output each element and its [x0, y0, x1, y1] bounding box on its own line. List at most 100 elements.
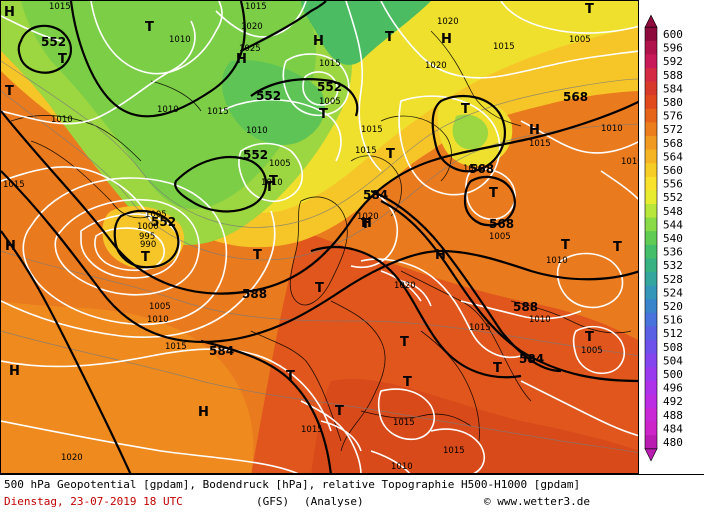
legend-swatch: [645, 258, 657, 273]
pressure-label: 1005: [319, 97, 341, 107]
legend-tick-label: 564: [663, 150, 683, 163]
legend-swatch: [645, 108, 657, 123]
legend-tick-label: 508: [663, 341, 683, 354]
copyright-icon: ©: [484, 495, 491, 508]
pressure-label: 1005: [145, 210, 167, 220]
pressure-center-marker: H: [529, 123, 540, 138]
legend-tick-label: 540: [663, 232, 683, 245]
model-name: (GFS): [256, 495, 290, 508]
pressure-center-marker: T: [489, 186, 498, 201]
pressure-label: 1005: [269, 159, 291, 169]
pressure-label: 1010: [621, 157, 639, 167]
pressure-label: 1015: [207, 107, 229, 117]
legend-tick-label: 576: [663, 110, 683, 123]
geopotential-label: 552: [151, 215, 176, 229]
pressure-label: 1020: [61, 453, 83, 463]
pressure-label: 1015: [319, 59, 341, 69]
legend-swatch: [645, 326, 657, 341]
shading-540: [301, 1, 431, 65]
legend-tick-label: 516: [663, 314, 683, 327]
legend-swatch: [645, 312, 657, 327]
pressure-center-marker: T: [315, 281, 324, 296]
pressure-label: 1010: [169, 35, 191, 45]
pressure-center-marker: T: [269, 174, 278, 189]
pressure-center-marker: H: [441, 32, 452, 47]
legend-tick-label: 496: [663, 382, 683, 395]
legend-swatch: [645, 149, 657, 164]
pressure-label: 1015: [245, 2, 267, 12]
pressure-center-marker: T: [585, 330, 594, 345]
legend-tick-label: 556: [663, 178, 683, 191]
legend-arrow-up-icon: [644, 14, 658, 28]
legend-swatch: [645, 81, 657, 96]
pressure-label: 1015: [301, 425, 323, 435]
legend-swatch: [645, 421, 657, 436]
pressure-label: 1025: [239, 44, 261, 54]
source-credit[interactable]: © www.wetter3.de: [484, 495, 590, 508]
pressure-label: 1005: [149, 302, 171, 312]
pressure-center-marker: H: [198, 405, 209, 420]
legend-tick-label: 488: [663, 409, 683, 422]
legend-canvas: 6005965925885845805765725685645605565525…: [644, 14, 683, 462]
legend-swatch: [645, 340, 657, 355]
pressure-label: 1010: [147, 315, 169, 325]
pressure-label: 1010: [246, 126, 268, 136]
pressure-center-marker: T: [493, 361, 502, 376]
pressure-center-marker: T: [58, 52, 67, 67]
legend-swatch: [645, 95, 657, 110]
isobars: [1, 1, 638, 473]
geopotential-contours: [1, 1, 638, 473]
pressure-center-marker: T: [361, 217, 370, 232]
legend-swatch: [645, 367, 657, 382]
pressure-label: 1015: [393, 418, 415, 428]
legend-tick-label: 584: [663, 82, 683, 95]
pressure-center-marker: T: [561, 238, 570, 253]
pressure-label: 1015: [469, 323, 491, 333]
pressure-label: 1010: [261, 178, 283, 188]
shading-572: [1, 301, 254, 473]
legend-tick-label: 480: [663, 436, 683, 449]
legend-arrow-down-icon: [644, 448, 658, 462]
legend-swatch: [645, 176, 657, 191]
pressure-label: 1015: [493, 42, 515, 52]
pressure-label: 1015: [443, 446, 465, 456]
pressure-label: 1020: [241, 22, 263, 32]
shading-580: [311, 379, 638, 473]
pressure-center-marker: T: [141, 250, 150, 265]
pressure-center-marker: T: [335, 404, 344, 419]
pressure-label: 995: [139, 232, 155, 242]
map-canvas: 552 552 552 552 552 568 568 568 584 584 …: [1, 1, 639, 473]
legend-swatch: [645, 217, 657, 232]
geopotential-label: 584: [209, 344, 234, 358]
pressure-label: 1015: [355, 146, 377, 156]
geopotential-label: 568: [469, 162, 494, 176]
legend-swatch: [645, 136, 657, 151]
pressure-center-marker: T: [613, 240, 622, 255]
legend-tick-label: 532: [663, 259, 683, 272]
pressure-label: 1010: [463, 164, 485, 174]
pressure-center-marker: T: [386, 147, 395, 162]
legend-swatch: [645, 299, 657, 314]
pressure-label: 1015: [529, 139, 551, 149]
geopotential-label: 588: [242, 287, 267, 301]
legend-tick-label: 600: [663, 28, 683, 41]
legend-swatch: [645, 27, 657, 42]
pressure-label: 1010: [157, 105, 179, 115]
pressure-center-marker: T: [145, 20, 154, 35]
pressure-center-group: H T T H H H T T T T H T T T T T H T T T …: [4, 2, 622, 420]
geopotential-label-group: 552 552 552 552 552 568 568 568 584 584 …: [41, 35, 588, 366]
legend-tick-label: 588: [663, 69, 683, 82]
legend-tick-label: 596: [663, 42, 683, 55]
geopotential-label: 552: [317, 80, 342, 94]
pressure-label: 1005: [569, 35, 591, 45]
pressure-center-marker: H: [435, 248, 446, 263]
legend-tick-label: 568: [663, 137, 683, 150]
pressure-label: 1010: [546, 256, 568, 266]
color-scale-legend: 600 596 592 588 584 580 576 572 568 564 560 556 552 5…: [639, 0, 704, 474]
run-type: (Analyse): [304, 495, 364, 508]
legend-swatch: [645, 68, 657, 83]
shading-544: [221, 60, 325, 145]
legend-tick-label: 560: [663, 164, 683, 177]
legend-tick-label: 528: [663, 273, 683, 286]
pressure-center-marker: T: [585, 2, 594, 17]
